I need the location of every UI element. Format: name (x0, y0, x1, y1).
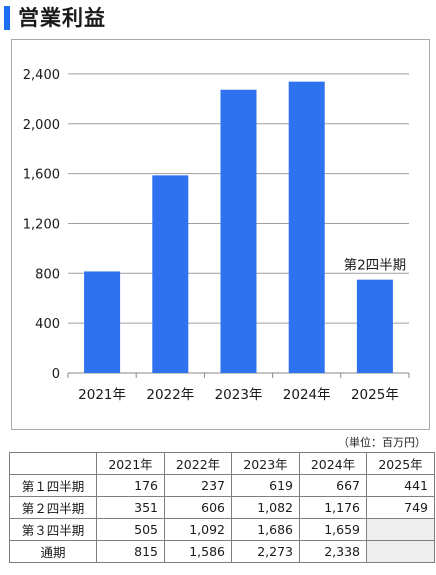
operating-profit-bar-chart: 0 400 800 1,200 1,600 2,000 2,400 2021年 2022年 202… (23, 68, 410, 403)
value-cell: 815 (96, 540, 165, 563)
empty-cell (366, 540, 435, 563)
table-row: 第２四半期 351 606 1,082 1,176 749 (9, 496, 435, 519)
table-row: 通期 815 1,586 2,273 2,338 (9, 540, 435, 563)
title-accent-bar (4, 6, 10, 30)
column-header: 2022年 (164, 452, 232, 475)
unit-note: （単位：百万円） (338, 436, 426, 449)
bar-2023年 (220, 89, 257, 373)
empty-cell (366, 518, 435, 541)
column-header: 2024年 (299, 452, 367, 475)
table-corner-cell (9, 452, 97, 475)
value-cell: 2,273 (231, 540, 300, 563)
y-tick-label: 1,600 (23, 168, 60, 183)
quarterly-profit-table: 2021年 2022年 2023年 2024年 2025年 第１四半期 176 237 619… (9, 452, 435, 563)
x-tick-label: 2023年 (215, 387, 263, 403)
column-header: 2023年 (231, 452, 300, 475)
page-title: 営業利益 (18, 6, 106, 30)
value-cell: 1,092 (164, 518, 232, 541)
y-tick-label: 0 (52, 367, 60, 382)
row-label: 通期 (9, 540, 97, 563)
y-tick-label: 2,000 (23, 118, 60, 133)
value-cell: 1,082 (231, 496, 300, 519)
value-cell: 351 (96, 496, 165, 519)
x-tick-label: 2024年 (283, 387, 331, 403)
row-label: 第３四半期 (9, 518, 97, 541)
bar-annotation: 第2四半期 (344, 257, 407, 274)
y-tick-label: 2,400 (23, 68, 60, 83)
x-tick-label: 2022年 (146, 387, 194, 403)
value-cell: 2,338 (299, 540, 367, 563)
table-row: 第３四半期 505 1,092 1,686 1,659 (9, 518, 435, 541)
column-header: 2021年 (96, 452, 165, 475)
table-row: 第１四半期 176 237 619 667 441 (9, 474, 435, 497)
y-tick-label: 800 (35, 267, 60, 282)
y-tick-label: 400 (35, 317, 60, 332)
value-cell: 505 (96, 518, 165, 541)
value-cell: 667 (299, 474, 367, 497)
bar-2025年 (356, 279, 393, 373)
value-cell: 441 (366, 474, 435, 497)
page-header: 営業利益 (0, 4, 436, 32)
row-label: 第２四半期 (9, 496, 97, 519)
y-tick-label: 1,200 (23, 217, 60, 232)
value-cell: 606 (164, 496, 232, 519)
x-tick-label: 2025年 (351, 387, 399, 403)
table-header-row: 2021年 2022年 2023年 2024年 2025年 (9, 452, 435, 475)
bar-2022年 (152, 175, 189, 373)
value-cell: 619 (231, 474, 300, 497)
value-cell: 176 (96, 474, 165, 497)
x-tick-label: 2021年 (78, 387, 126, 403)
value-cell: 1,586 (164, 540, 232, 563)
chart-frame: 0 400 800 1,200 1,600 2,000 2,400 2021年 2022年 202… (11, 39, 430, 430)
value-cell: 749 (366, 496, 435, 519)
value-cell: 1,176 (299, 496, 367, 519)
bar-2024年 (288, 81, 325, 373)
bar-2021年 (84, 271, 121, 373)
value-cell: 1,686 (231, 518, 300, 541)
column-header: 2025年 (366, 452, 435, 475)
row-label: 第１四半期 (9, 474, 97, 497)
value-cell: 1,659 (299, 518, 367, 541)
value-cell: 237 (164, 474, 232, 497)
